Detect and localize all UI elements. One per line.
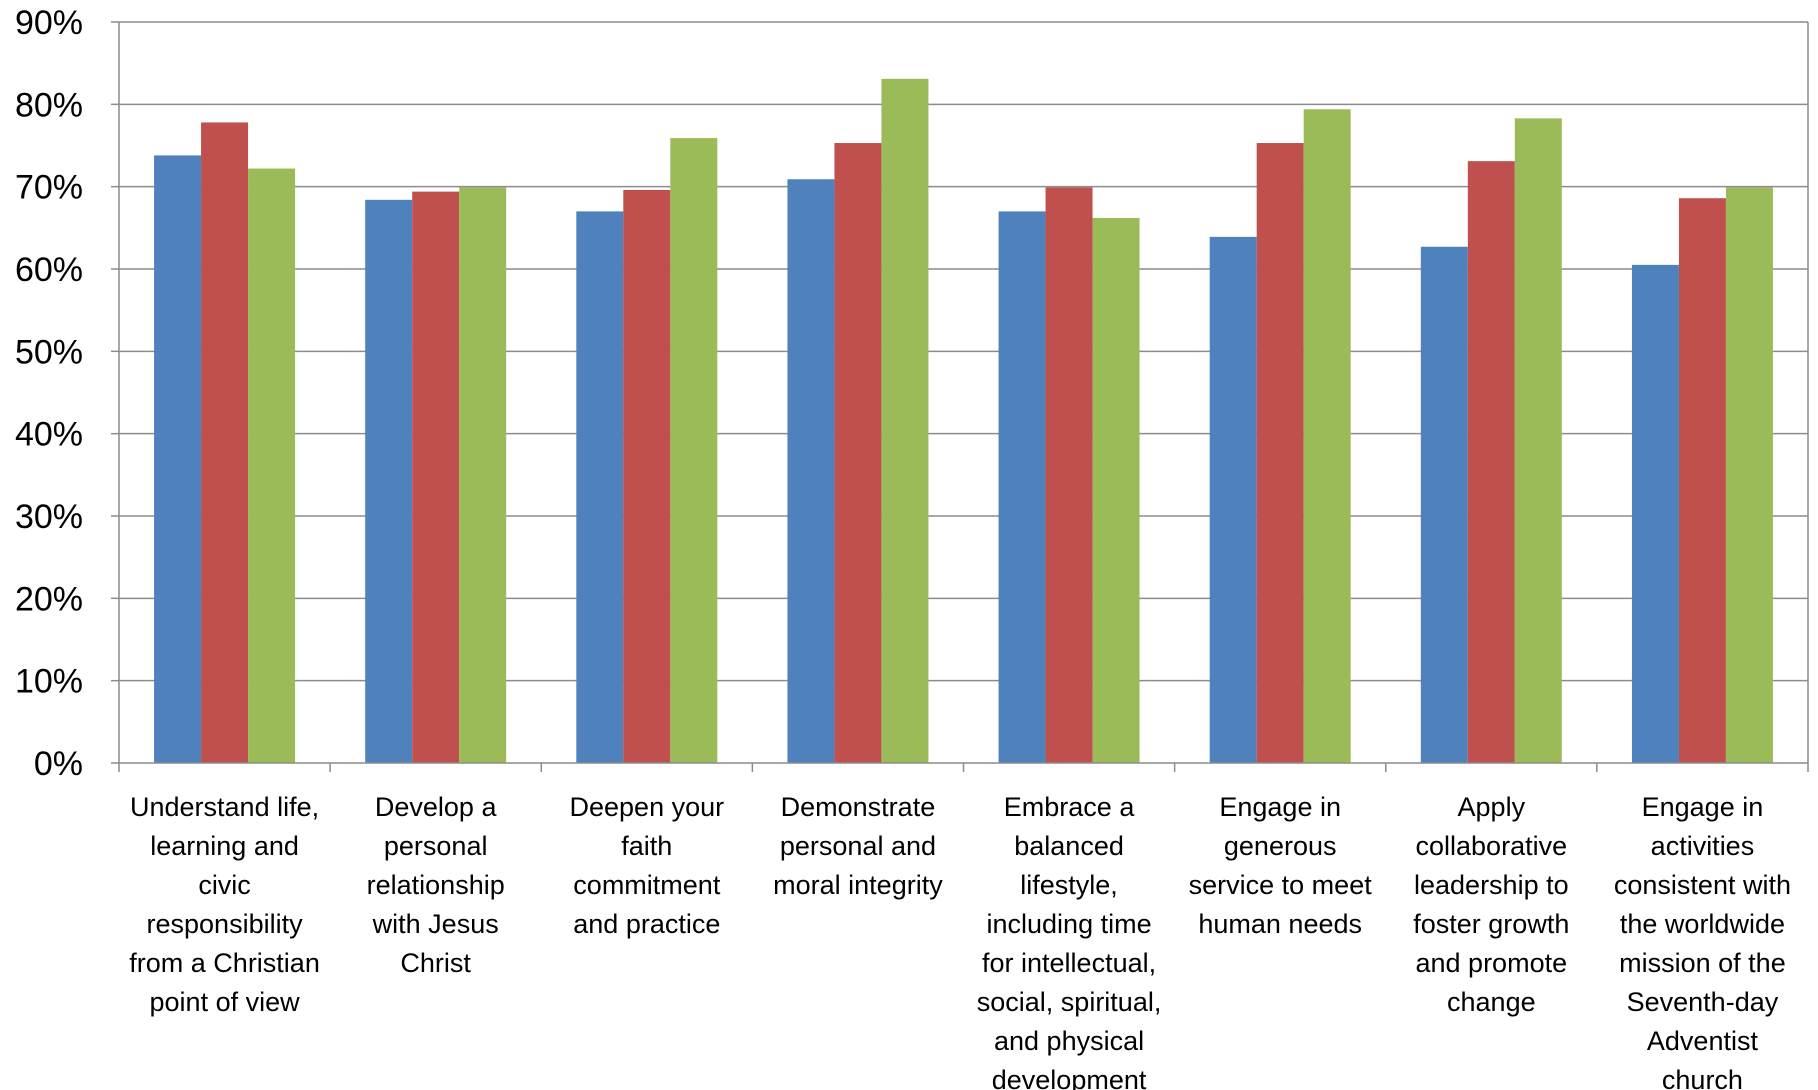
bar-series-3-cat-5 — [1092, 217, 1140, 763]
y-tick-label: 60% — [15, 251, 83, 289]
bar-series-2-cat-6 — [1256, 143, 1304, 763]
x-category-label-line: and promote — [1416, 948, 1568, 978]
x-category-label-line: with Jesus — [372, 909, 499, 939]
bar-series-1-cat-6 — [1209, 236, 1257, 763]
y-tick-label: 40% — [15, 416, 83, 454]
x-category-label-line: balanced — [1014, 831, 1124, 861]
x-category-label-line: Apply — [1458, 792, 1526, 822]
bar-series-3-cat-1 — [248, 168, 296, 763]
x-category-label-line: point of view — [150, 987, 301, 1017]
bar-series-3-cat-6 — [1303, 109, 1351, 764]
x-category-label-line: social, spiritual, — [977, 987, 1162, 1017]
bar-series-2-cat-1 — [201, 122, 249, 764]
bar-series-2-cat-3 — [623, 189, 671, 763]
x-category-label-line: moral integrity — [773, 870, 943, 900]
x-category-label-line: Deepen your — [570, 792, 725, 822]
bar-series-2-cat-2 — [412, 191, 460, 763]
bar-series-1-cat-7 — [1420, 246, 1468, 763]
y-tick-label: 80% — [15, 86, 83, 124]
x-category-label-line: generous — [1224, 831, 1337, 861]
x-category-label-line: and physical — [994, 1026, 1144, 1056]
y-tick-label: 90% — [15, 4, 83, 42]
x-category-label: Embrace a balanced lifestyle, including tim… — [977, 792, 1162, 1090]
x-category-label: Apply collaborative leadership to foster gr… — [1413, 792, 1569, 1017]
x-category-label-line: Develop a — [375, 792, 498, 822]
x-category-label-line: lifestyle, — [1020, 870, 1118, 900]
bar-series-1-cat-8 — [1631, 264, 1679, 763]
y-axis-ticks: 0% 10% 20% 30% 40% 50% 60% 70% 80% 90% — [15, 4, 83, 783]
x-category-label-line: responsibility — [147, 909, 304, 939]
x-category-label-line: Engage in — [1642, 792, 1764, 822]
x-category-label-line: development — [992, 1065, 1147, 1090]
bar-series-2-cat-7 — [1467, 161, 1515, 764]
x-category-label-line: leadership to — [1414, 870, 1569, 900]
x-category-label-line: from a Christian — [129, 948, 320, 978]
x-category-label: Engage in generous service to meet human ne… — [1189, 792, 1373, 939]
x-category-label-line: Demonstrate — [781, 792, 936, 822]
bar-series-1-cat-5 — [998, 211, 1046, 763]
x-category-label-line: consistent with — [1614, 870, 1791, 900]
x-category-label-line: human needs — [1198, 909, 1362, 939]
x-category-label-line: commitment — [573, 870, 721, 900]
x-category-label-line: collaborative — [1416, 831, 1568, 861]
x-category-label-line: foster growth — [1413, 909, 1569, 939]
x-category-label-line: service to meet — [1189, 870, 1373, 900]
x-category-label-line: faith — [621, 831, 672, 861]
bar-series-1-cat-1 — [154, 155, 202, 763]
y-tick-label: 0% — [34, 745, 83, 783]
bar-series-1-cat-2 — [365, 199, 413, 764]
x-category-label-line: for intellectual, — [982, 948, 1156, 978]
x-category-label-line: personal — [384, 831, 488, 861]
x-category-label-line: personal and — [780, 831, 936, 861]
bar-series-1-cat-3 — [576, 211, 624, 763]
x-category-label: Understand life, learning and civic respons… — [129, 792, 320, 1017]
x-category-label-line: mission of the — [1619, 948, 1786, 978]
x-category-label-line: change — [1447, 987, 1536, 1017]
x-category-label-line: Seventh-day — [1627, 987, 1779, 1017]
y-tick-label: 50% — [15, 333, 83, 371]
axes — [118, 22, 1809, 772]
bar-series-3-cat-7 — [1514, 118, 1562, 763]
y-tick-label: 20% — [15, 580, 83, 618]
x-category-label-line: Christ — [400, 948, 471, 978]
bar-series-3-cat-3 — [670, 138, 718, 764]
bars — [154, 78, 1773, 764]
x-category-label-line: the worldwide — [1620, 909, 1785, 939]
bar-series-2-cat-4 — [834, 143, 882, 763]
x-axis-labels: Understand life, learning and civic respons… — [129, 792, 1791, 1090]
bar-series-3-cat-2 — [459, 187, 507, 764]
x-category-label-line: Engage in — [1219, 792, 1341, 822]
x-category-label-line: civic — [198, 870, 251, 900]
y-tick-label: 70% — [15, 169, 83, 207]
x-category-label-line: including time — [987, 909, 1152, 939]
x-category-label-line: Embrace a — [1004, 792, 1136, 822]
x-category-label-line: relationship — [367, 870, 505, 900]
y-tick-label: 10% — [15, 663, 83, 701]
bar-series-2-cat-5 — [1045, 187, 1093, 764]
x-category-label: Deepen your faith commitment and practice — [570, 792, 725, 939]
bar-series-1-cat-4 — [787, 179, 835, 764]
y-tick-label: 30% — [15, 498, 83, 536]
x-category-label: Develop a personal relationship with Jesus C… — [367, 792, 505, 978]
x-category-label: Demonstrate personal and moral integrity — [773, 792, 943, 900]
x-category-label-line: and practice — [573, 909, 720, 939]
x-category-label-line: Understand life, — [130, 792, 319, 822]
x-category-label-line: activities — [1651, 831, 1755, 861]
x-category-label-line: Adventist — [1647, 1026, 1759, 1056]
x-category-label-line: church — [1662, 1065, 1743, 1090]
bar-series-3-cat-8 — [1725, 187, 1773, 764]
x-category-label: Engage in activities consistent with the wo… — [1614, 792, 1791, 1090]
x-category-label-line: learning and — [150, 831, 299, 861]
bar-series-2-cat-8 — [1678, 198, 1726, 763]
bar-series-3-cat-4 — [881, 78, 929, 763]
